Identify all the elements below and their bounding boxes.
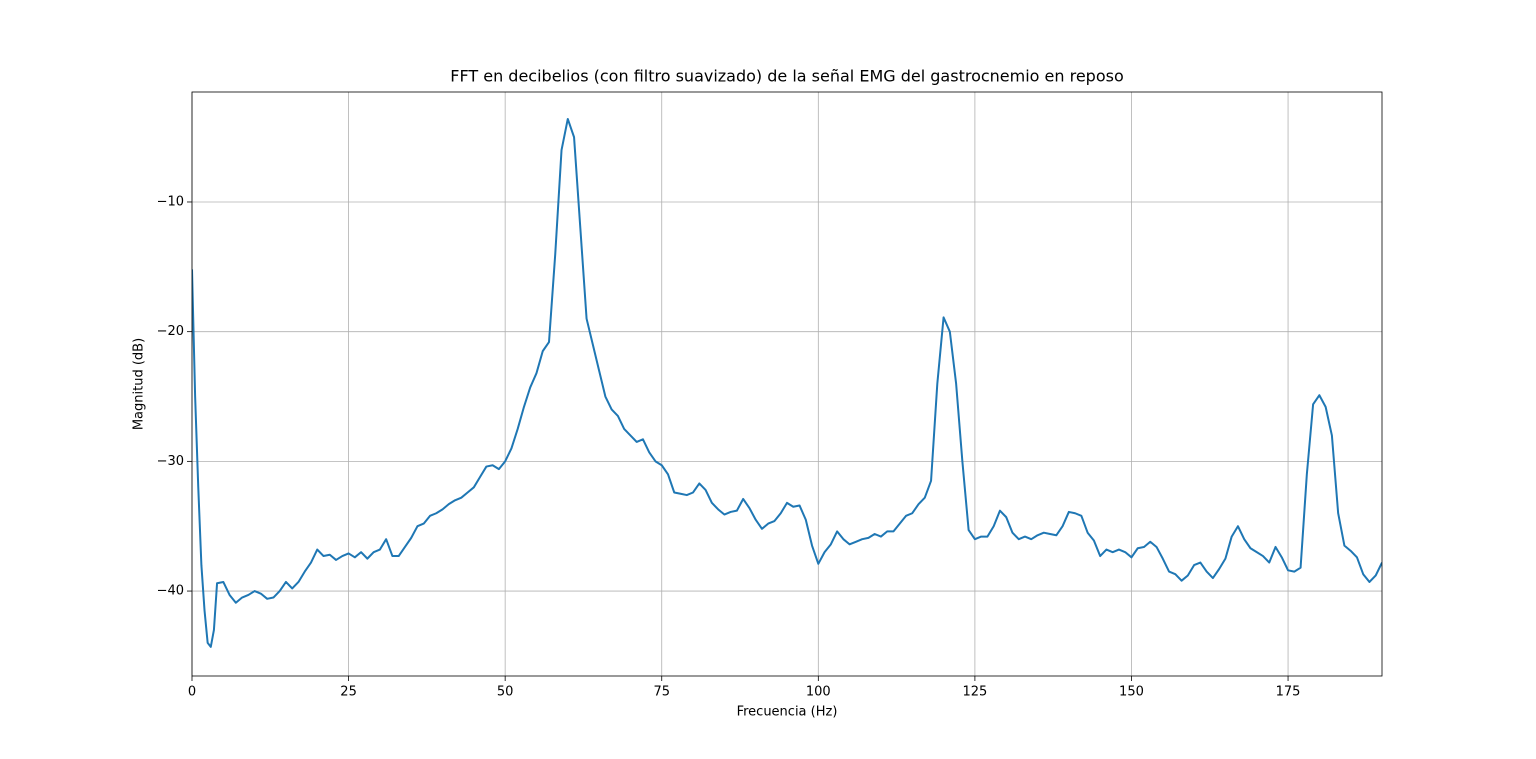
x-axis-label: Frecuencia (Hz): [737, 705, 838, 720]
x-tick-label: 0: [188, 685, 196, 700]
x-tick-label: 75: [653, 685, 670, 700]
y-tick-label: −30: [157, 454, 184, 469]
plot-frame: [191, 91, 1383, 677]
x-tick-label: 100: [806, 685, 831, 700]
data-line: [192, 117, 1382, 648]
x-tick-label: 175: [1276, 685, 1301, 700]
y-tick-label: −40: [157, 584, 184, 599]
x-tick-label: 150: [1119, 685, 1144, 700]
y-tick-label: −20: [157, 324, 184, 339]
chart-title: FFT en decibelios (con filtro suavizado)…: [450, 67, 1124, 86]
y-axis-label: Magnitud (dB): [132, 338, 147, 430]
x-tick-label: 125: [962, 685, 987, 700]
x-tick-label: 25: [340, 685, 357, 700]
x-tick-label: 50: [497, 685, 514, 700]
y-tick-label: −10: [157, 194, 184, 209]
